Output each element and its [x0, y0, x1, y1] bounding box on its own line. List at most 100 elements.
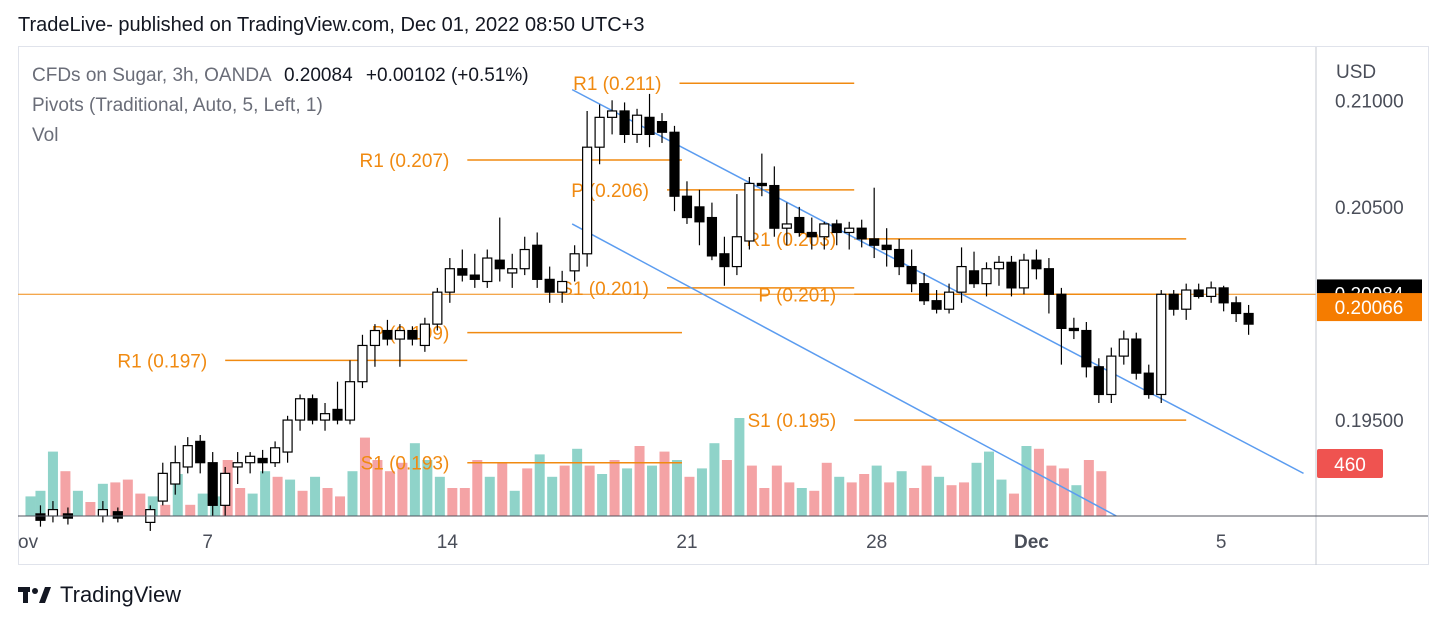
candle-body	[407, 329, 418, 340]
volume-bar	[759, 488, 770, 516]
volume-bar	[1021, 446, 1032, 516]
volume-bar	[25, 496, 36, 516]
time-tick-label: 7	[202, 532, 213, 553]
candle-body	[1168, 293, 1179, 310]
volume-bar	[771, 465, 782, 516]
candle-body	[207, 462, 218, 506]
candle-body	[931, 300, 942, 310]
volume-bar	[746, 465, 757, 516]
volume-bar	[310, 476, 321, 516]
volume-bar	[821, 462, 832, 516]
volume-bar	[434, 476, 445, 516]
volume-bar	[335, 496, 346, 516]
candle-body	[1006, 261, 1017, 289]
time-tick-label: 5	[1216, 532, 1227, 553]
candle-body	[195, 440, 206, 464]
legend-last-price: 0.20084	[283, 65, 353, 86]
candle-body	[731, 236, 742, 268]
candle-body	[856, 227, 867, 240]
candle-body	[47, 509, 59, 517]
volume-bar	[597, 474, 608, 516]
candle-body	[432, 291, 443, 325]
candle-body	[744, 182, 755, 242]
candle-body	[844, 227, 855, 234]
candle-body	[831, 223, 842, 234]
volume-bar	[122, 479, 133, 516]
candle-body	[357, 344, 368, 383]
volume-bar	[1046, 465, 1057, 516]
axes: USD 0.21000 0.20500 0.19500 ov 7 14 21 28 Dec 5 0.2…	[18, 47, 1428, 565]
chart-frame	[18, 46, 1429, 565]
legend-volume[interactable]: Vol	[32, 125, 59, 146]
time-tick-label: ov	[18, 532, 39, 553]
candle-body	[482, 257, 493, 283]
volume-bar	[185, 504, 196, 516]
candle-body	[1081, 329, 1092, 368]
candle-body	[307, 398, 318, 421]
volume-bar	[684, 476, 695, 516]
legend-indicator[interactable]: Pivots (Traditional, Auto, 5, Left, 1)	[32, 95, 323, 116]
pivot-label: S1 (0.201)	[560, 279, 649, 300]
candle-body	[332, 408, 343, 421]
volume-bar	[709, 443, 720, 516]
candle-body	[257, 457, 268, 464]
candle-body	[294, 398, 306, 421]
candle-body	[694, 206, 705, 223]
candle-body	[869, 238, 880, 246]
legend-change: +0.00102 (+0.51%)	[365, 65, 529, 86]
footer-brand[interactable]: TradingView	[60, 582, 182, 607]
candle-body	[719, 253, 730, 268]
candle-body	[943, 291, 955, 310]
candle-body	[394, 329, 406, 340]
candle-body	[819, 223, 830, 238]
candle-body	[469, 274, 480, 280]
candle-body	[644, 116, 655, 136]
volume-bar	[110, 482, 121, 516]
volume-badge-bg	[1317, 449, 1383, 478]
candle-body	[1118, 338, 1129, 357]
tradingview-logo-icon	[18, 587, 51, 603]
publish-header: TradeLive- published on TradingView.com,…	[18, 14, 645, 36]
legend-symbol: CFDs on Sugar, 3h, OANDA	[32, 65, 271, 86]
time-tick-label: 14	[437, 532, 459, 553]
volume-bar	[1071, 485, 1082, 516]
volume-bar	[1096, 471, 1107, 516]
candle-body	[97, 509, 108, 517]
volume-bar	[409, 443, 420, 516]
volume-bar	[884, 482, 895, 516]
volume-bar	[1058, 468, 1069, 516]
candle-body	[519, 248, 530, 270]
volume-bar	[447, 488, 458, 516]
volume-bar	[534, 454, 545, 516]
channel-line	[571, 223, 1117, 517]
legend-symbol-row: CFDs on Sugar, 3h, OANDA 0.20084 +0.0010…	[32, 65, 529, 87]
volume-bar	[559, 465, 570, 516]
volume-bar	[472, 460, 483, 516]
candle-body	[112, 511, 123, 519]
volume-bar	[984, 451, 995, 516]
candle-body	[894, 248, 905, 268]
volume-bar	[384, 471, 395, 516]
volume-bar	[584, 465, 595, 516]
volume-bar	[422, 460, 433, 516]
candle-body	[1143, 372, 1154, 396]
candle-body	[1031, 259, 1042, 270]
volume-bar	[796, 488, 807, 516]
candle-body	[344, 381, 356, 421]
time-tick-label: Dec	[1014, 532, 1049, 553]
candle-body	[1131, 338, 1142, 374]
candle-body	[981, 268, 992, 285]
close-price-badge: 0.20066	[1335, 298, 1404, 319]
volume-bar	[622, 468, 633, 516]
volume-bar	[172, 474, 183, 516]
volume-bar	[522, 468, 533, 516]
volume-bar	[934, 476, 945, 516]
volume-bar	[859, 474, 870, 516]
volume-bar	[809, 490, 820, 516]
volume-badge: 460	[1334, 455, 1366, 476]
currency-label: USD	[1336, 62, 1376, 83]
volume-bar	[247, 493, 258, 516]
volume-bar	[272, 476, 283, 516]
candle-body	[232, 462, 243, 468]
